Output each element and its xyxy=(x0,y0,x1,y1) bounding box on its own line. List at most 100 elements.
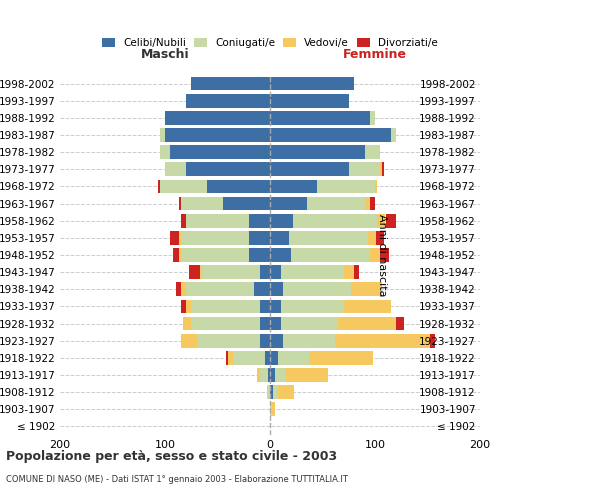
Bar xyxy=(160,146,170,159)
Bar xyxy=(270,351,278,364)
Bar xyxy=(200,266,202,279)
Bar xyxy=(260,300,270,314)
Bar xyxy=(270,334,283,347)
Bar xyxy=(260,334,270,347)
Bar xyxy=(289,231,368,244)
Bar xyxy=(338,316,396,330)
Bar xyxy=(351,282,382,296)
Bar xyxy=(291,248,370,262)
Text: Femmine: Femmine xyxy=(343,48,407,62)
Bar xyxy=(365,146,380,159)
Bar xyxy=(228,351,233,364)
Bar xyxy=(272,402,275,416)
Bar xyxy=(377,214,385,228)
Bar xyxy=(376,231,385,244)
Bar xyxy=(375,180,377,194)
Bar xyxy=(270,111,370,124)
Bar xyxy=(267,386,270,399)
Bar xyxy=(270,180,317,194)
Bar xyxy=(268,368,270,382)
Text: COMUNE DI NASO (ME) - Dati ISTAT 1° gennaio 2003 - Elaborazione TUTTITALIA.IT: COMUNE DI NASO (ME) - Dati ISTAT 1° genn… xyxy=(6,475,348,484)
Bar xyxy=(181,248,249,262)
Bar xyxy=(382,162,385,176)
Bar xyxy=(160,128,165,142)
Bar xyxy=(160,180,207,194)
Bar xyxy=(165,111,270,124)
Bar xyxy=(270,162,349,176)
Bar xyxy=(270,76,354,90)
Y-axis label: Anni di nascita: Anni di nascita xyxy=(377,214,388,296)
Bar xyxy=(181,300,186,314)
Bar xyxy=(249,214,270,228)
Bar xyxy=(343,266,354,279)
Bar xyxy=(270,316,281,330)
Bar xyxy=(391,128,396,142)
Bar xyxy=(265,351,270,364)
Bar xyxy=(365,196,370,210)
Bar xyxy=(181,214,186,228)
Bar xyxy=(249,231,270,244)
Bar xyxy=(260,316,270,330)
Bar xyxy=(370,248,380,262)
Bar xyxy=(189,266,200,279)
Bar xyxy=(179,196,181,210)
Bar xyxy=(191,316,260,330)
Bar xyxy=(223,196,270,210)
Bar xyxy=(181,231,249,244)
Bar xyxy=(270,231,289,244)
Bar xyxy=(386,214,396,228)
Bar xyxy=(307,196,365,210)
Bar xyxy=(257,368,260,382)
Bar xyxy=(254,282,270,296)
Text: Popolazione per età, sesso e stato civile - 2003: Popolazione per età, sesso e stato civil… xyxy=(6,450,337,463)
Bar xyxy=(370,196,375,210)
Bar xyxy=(186,214,249,228)
Bar xyxy=(226,351,228,364)
Bar xyxy=(281,316,338,330)
Bar xyxy=(273,386,278,399)
Bar xyxy=(270,386,273,399)
Bar xyxy=(380,162,382,176)
Bar xyxy=(260,368,268,382)
Text: Maschi: Maschi xyxy=(140,48,190,62)
Bar xyxy=(278,351,310,364)
Bar xyxy=(368,231,376,244)
Bar xyxy=(197,334,260,347)
Bar xyxy=(270,146,365,159)
Bar xyxy=(281,266,343,279)
Bar xyxy=(430,334,435,347)
Bar xyxy=(179,248,181,262)
Bar xyxy=(186,162,270,176)
Bar xyxy=(270,128,391,142)
Bar xyxy=(165,128,270,142)
Bar xyxy=(270,266,281,279)
Bar xyxy=(270,282,283,296)
Bar xyxy=(283,334,335,347)
Bar xyxy=(396,316,404,330)
Bar xyxy=(317,180,375,194)
Bar xyxy=(270,214,293,228)
Bar xyxy=(165,162,186,176)
Bar xyxy=(233,351,265,364)
Bar xyxy=(181,196,223,210)
Bar xyxy=(181,334,197,347)
Bar xyxy=(186,282,254,296)
Bar xyxy=(173,248,179,262)
Bar xyxy=(249,248,270,262)
Bar xyxy=(283,282,351,296)
Bar xyxy=(270,196,307,210)
Bar xyxy=(181,282,186,296)
Legend: Celibi/Nubili, Coniugati/e, Vedovi/e, Divorziati/e: Celibi/Nubili, Coniugati/e, Vedovi/e, Di… xyxy=(98,34,442,52)
Bar xyxy=(186,94,270,108)
Bar xyxy=(186,300,191,314)
Bar xyxy=(191,76,270,90)
Bar xyxy=(170,231,179,244)
Bar xyxy=(260,266,270,279)
Bar xyxy=(278,386,294,399)
Bar xyxy=(270,300,281,314)
Bar xyxy=(293,214,377,228)
Bar xyxy=(202,266,260,279)
Bar xyxy=(183,316,191,330)
Bar xyxy=(270,368,275,382)
Bar xyxy=(335,334,430,347)
